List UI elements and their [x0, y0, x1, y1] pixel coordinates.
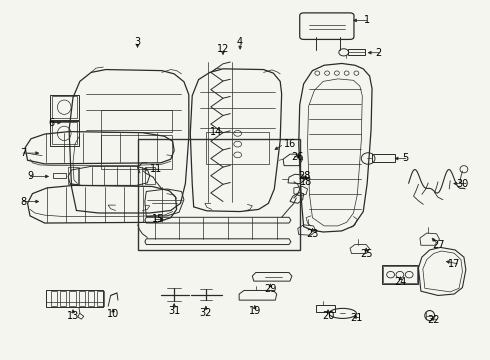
Text: 19: 19 [248, 306, 261, 316]
Text: 12: 12 [217, 44, 229, 54]
Bar [383, 266, 417, 283]
Bar [101, 135, 172, 169]
Text: 8: 8 [20, 197, 26, 207]
Text: 22: 22 [427, 315, 440, 325]
Bar [206, 132, 270, 164]
Text: 11: 11 [149, 164, 162, 174]
Text: 20: 20 [322, 311, 334, 321]
Text: 26: 26 [292, 152, 304, 162]
Text: 25: 25 [360, 248, 372, 258]
Bar [51, 122, 77, 144]
Text: 27: 27 [432, 239, 444, 249]
Text: 14: 14 [210, 127, 222, 136]
Bar [98, 291, 104, 306]
Bar [51, 96, 77, 118]
Text: 3: 3 [134, 37, 141, 47]
Text: 31: 31 [168, 306, 180, 316]
Bar [60, 291, 66, 306]
Text: 5: 5 [402, 153, 409, 163]
Bar [69, 291, 75, 306]
Text: 28: 28 [299, 171, 311, 181]
Text: 30: 30 [457, 179, 469, 189]
Text: 21: 21 [350, 313, 362, 323]
Bar [49, 121, 79, 146]
Text: 16: 16 [284, 139, 296, 149]
Text: 23: 23 [306, 229, 318, 239]
Bar [146, 167, 155, 184]
Text: 15: 15 [152, 215, 165, 224]
Text: 29: 29 [264, 284, 276, 294]
Text: 10: 10 [107, 310, 119, 319]
Text: 4: 4 [237, 37, 243, 47]
Bar [79, 291, 85, 306]
Bar [382, 265, 418, 284]
Bar [50, 291, 57, 306]
Bar [347, 49, 365, 55]
Text: 9: 9 [27, 171, 34, 181]
Text: 18: 18 [300, 177, 312, 187]
Text: 13: 13 [67, 311, 79, 321]
Bar [316, 305, 335, 312]
Bar [88, 291, 95, 306]
Text: 6: 6 [49, 118, 55, 128]
Text: 24: 24 [394, 277, 407, 287]
Bar [68, 167, 78, 184]
Text: 32: 32 [200, 308, 212, 318]
Text: 7: 7 [20, 148, 26, 158]
Text: 2: 2 [375, 48, 382, 58]
Bar [101, 110, 172, 132]
Bar [46, 290, 103, 307]
Bar [372, 154, 395, 162]
Bar [139, 139, 300, 250]
Bar [49, 95, 79, 120]
Bar [53, 173, 66, 178]
Text: 1: 1 [364, 15, 369, 26]
Text: 17: 17 [447, 259, 460, 269]
